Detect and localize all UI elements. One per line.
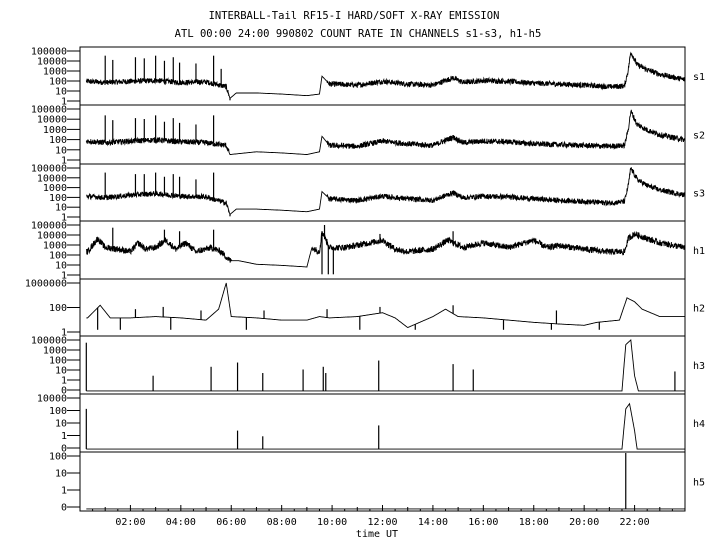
y-tick-label: 10 [55,366,67,377]
y-tick-label: 1 [61,328,67,339]
y-tick-label: 100 [49,77,67,88]
series-line-s3 [86,167,686,216]
y-tick-label: 10000 [37,173,67,184]
y-tick-label: 100000 [31,105,67,116]
y-tick-label: 10 [55,203,67,214]
y-tick-label: 1000 [43,67,67,78]
panel-h2: 1000000 100 1 h2 [25,278,705,339]
channel-label-h3: h3 [693,361,705,372]
x-tick-label: 10:00 [317,517,347,528]
series-line-s1 [85,51,686,100]
x-tick-label: 04:00 [166,517,196,528]
y-tick-label: 10 [55,145,67,156]
y-tick-label: 100 [49,193,67,204]
y-tick-label: 1 [61,156,67,167]
x-tick-label: 16:00 [468,517,498,528]
x-axis-label: time UT [356,529,398,540]
x-tick-label: 06:00 [216,517,246,528]
series-line-h2 [86,282,686,328]
y-tick-label: 1 [61,431,67,442]
x-tick-label: 14:00 [418,517,448,528]
channel-label-s1: s1 [693,72,705,83]
channel-label-h5: h5 [693,478,705,489]
y-tick-label: 0 [61,503,67,514]
y-tick-label: 100 [49,251,67,262]
panel-frame-s1 [79,46,686,106]
y-tick-label: 100000 [31,47,67,58]
x-tick-label: 12:00 [367,517,397,528]
channel-label-s3: s3 [693,189,705,200]
y-tick-label: 100 [49,356,67,367]
y-tick-label: 100000 [31,164,67,175]
panel-frame-h3 [79,335,686,395]
x-tick-label: 08:00 [267,517,297,528]
panel-frame-s3 [79,163,686,222]
y-tick-label: 1000 [43,125,67,136]
y-tick-label: 1 [61,486,67,497]
series-line-h3 [86,339,685,392]
panel-frame-s2 [79,104,686,165]
y-tick-label: 100 [49,406,67,417]
chart-title: INTERBALL-Tail RF15-I HARD/SOFT X-RAY EM… [209,10,500,22]
x-tick-label: 22:00 [620,517,650,528]
y-tick-label: 100 [49,303,67,314]
series-line-h4 [86,402,685,450]
y-tick-label: 10000 [37,231,67,242]
y-tick-label: 10000 [37,115,67,126]
y-tick-label: 1000 [43,183,67,194]
y-tick-label: 10 [55,261,67,272]
x-axis: 02:00 04:00 06:00 08:00 10:00 12:00 14:00 16:00… [79,505,686,528]
channel-label-h4: h4 [693,419,705,430]
y-tick-label: 10 [55,419,67,430]
y-tick-label: 100000 [31,336,67,347]
y-tick-label: 0 [61,444,67,455]
y-tick-label: 1000000 [25,279,67,290]
y-tick-label: 1 [61,376,67,387]
x-tick-label: 18:00 [519,517,549,528]
series-line-h1 [85,230,686,268]
channel-label-h1: h1 [693,246,705,257]
y-tick-label: 10 [55,469,67,480]
y-tick-label: 0 [61,386,67,397]
y-tick-label: 10000 [37,394,67,405]
y-tick-label: 1 [61,213,67,224]
series-line-s2 [85,109,686,155]
y-tick-label: 1 [61,97,67,108]
y-tick-label: 100 [49,135,67,146]
x-tick-label: 20:00 [569,517,599,528]
panel-stack: 100000100001000100101s110000010000100010… [25,46,705,514]
x-tick-label: 02:00 [115,517,145,528]
y-tick-label: 100 [49,452,67,463]
channel-label-s2: s2 [693,131,705,142]
panel-frame-h4 [79,393,686,453]
panel-frame-h5 [79,451,686,512]
y-tick-label: 10000 [37,57,67,68]
channel-label-h2: h2 [693,304,705,315]
y-tick-label: 1 [61,271,67,282]
y-tick-label: 10 [55,87,67,98]
y-tick-label: 1000 [43,346,67,357]
chart-subtitle: ATL 00:00 24:00 990802 COUNT RATE IN CHA… [175,28,542,40]
y-tick-label: 1000 [43,241,67,252]
y-tick-label: 100000 [31,221,67,232]
